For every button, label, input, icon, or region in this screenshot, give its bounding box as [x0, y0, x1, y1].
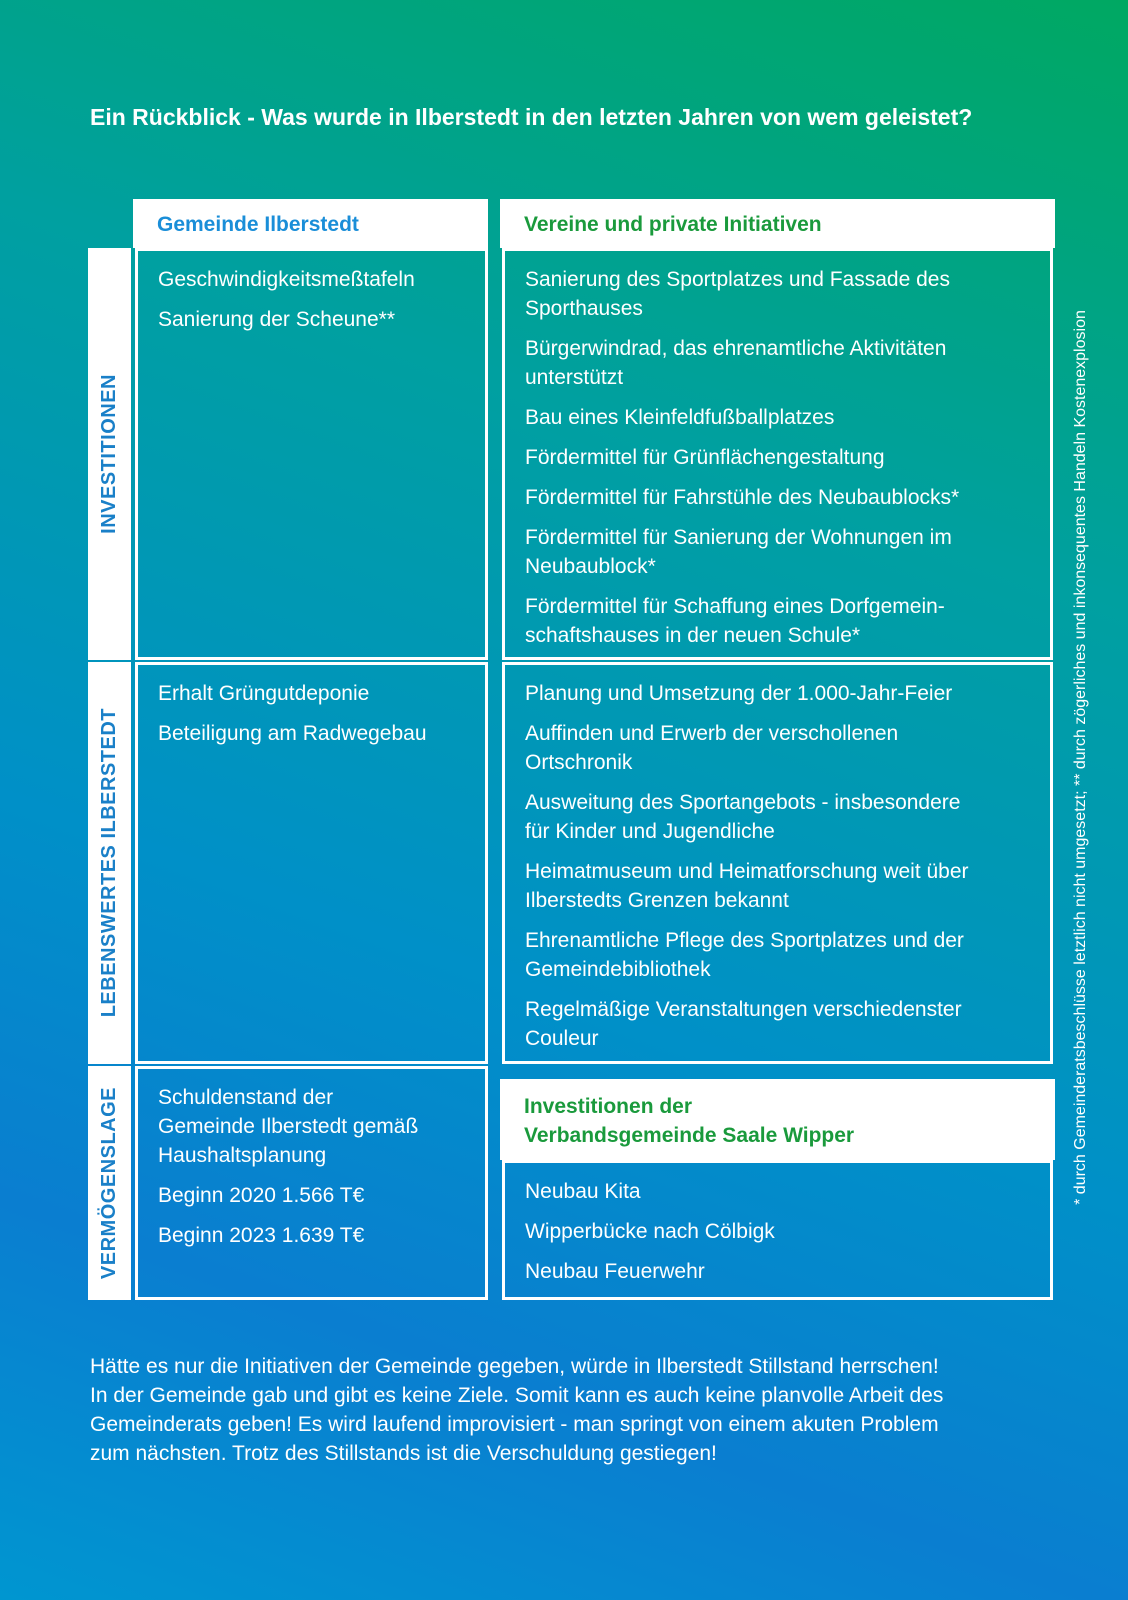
row-label: LEBENSWERTES ILBERSTEDT — [88, 662, 131, 1064]
list-item: Fördermittel für Fahrstühle des Neubaubl… — [525, 486, 960, 509]
row-label: INVESTITIONEN — [88, 248, 131, 660]
list-item: Fördermittel für Grünflächengestaltung — [525, 446, 885, 469]
row-label-text: VERMÖGENSLAGE — [98, 1086, 120, 1280]
left-cell: Erhalt Grüngutdeponie Beteiligung am Radw… — [135, 662, 488, 1064]
list-item: Bau eines Kleinfeldfußballplatzes — [525, 406, 835, 429]
list-item: Planung und Umsetzung der 1.000-Jahr-Fei… — [525, 682, 953, 705]
list-item: Schuldenstand der Gemeinde Ilberstedt ge… — [158, 1086, 419, 1167]
list-item: Sanierung der Scheune** — [158, 308, 396, 331]
list-item: Ausweitung des Sportangebots - insbesond… — [525, 791, 961, 843]
list-item: Beteiligung am Radwegebau — [158, 722, 427, 745]
right-cell: Neubau Kita Wipperbücke nach Cölbigk Neuba… — [502, 1160, 1053, 1300]
row-label-text: LEBENSWERTES ILBERSTEDT — [98, 708, 120, 1018]
list-item: Beginn 2023 1.639 T€ — [158, 1224, 365, 1247]
list-item: Auffinden und Erwerb der verschollenen O… — [525, 722, 899, 774]
title: Ein Rückblick - Was wurde in Ilberstedt … — [90, 104, 973, 130]
column-header: Gemeinde Ilberstedt — [133, 199, 488, 248]
list-item: Beginn 2020 1.566 T€ — [158, 1184, 365, 1207]
list-item: Ehrenamtliche Pflege des Sportplatzes un… — [525, 929, 964, 981]
list-item: Geschwindigkeitsmeßtafeln — [158, 268, 415, 291]
list-item: Regelmäßige Veranstaltungen verschiedens… — [525, 998, 962, 1050]
list-item: Heimatmuseum und Heimatforschung weit üb… — [525, 860, 969, 912]
right-cell: Planung und Umsetzung der 1.000-Jahr-Fei… — [502, 662, 1053, 1064]
column-header: Vereine und private Initiativen — [500, 199, 1055, 248]
footer-text: Hätte es nur die Initiativen der Gemeind… — [90, 1355, 944, 1465]
list-item: Bürgerwindrad, das ehrenamtliche Aktivit… — [525, 337, 947, 389]
list-item: Erhalt Grüngutdeponie — [158, 682, 370, 705]
list-item: Sanierung des Sportplatzes und Fassade d… — [525, 268, 950, 320]
list-item: Fördermittel für Sanierung der Wohnungen… — [525, 526, 952, 578]
side-note: * durch Gemeinderatsbeschlüsse letztlich… — [1072, 310, 1089, 1205]
row-label-text: INVESTITIONEN — [98, 374, 120, 534]
left-cell: Geschwindigkeitsmeßtafeln Sanierung der S… — [135, 248, 488, 660]
list-item: Neubau Kita — [525, 1180, 641, 1203]
left-cell: Schuldenstand der Gemeinde Ilberstedt ge… — [135, 1066, 488, 1300]
section-header: Investitionen der Verbandsgemeinde Saale… — [500, 1079, 1055, 1160]
list-item: Wipperbücke nach Cölbigk — [525, 1220, 775, 1243]
list-item: Fördermittel für Schaffung eines Dorfgem… — [525, 595, 945, 647]
right-cell: Sanierung des Sportplatzes und Fassade d… — [502, 248, 1053, 660]
row-label: VERMÖGENSLAGE — [88, 1066, 131, 1300]
list-item: Neubau Feuerwehr — [525, 1260, 705, 1283]
